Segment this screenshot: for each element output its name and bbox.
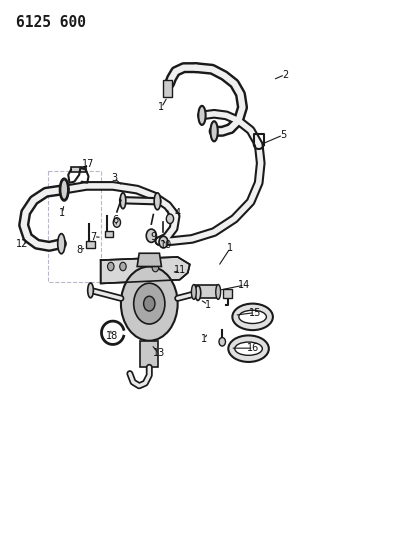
Ellipse shape (195, 286, 201, 301)
Text: 14: 14 (238, 280, 251, 290)
Ellipse shape (166, 214, 174, 223)
Text: 10: 10 (160, 240, 173, 251)
Ellipse shape (154, 193, 161, 210)
Circle shape (152, 263, 159, 272)
Ellipse shape (198, 106, 206, 125)
Text: 12: 12 (16, 239, 28, 249)
Circle shape (144, 296, 155, 311)
Bar (86, 241, 95, 248)
Text: 13: 13 (153, 349, 165, 359)
Circle shape (121, 266, 177, 341)
Text: 17: 17 (82, 159, 95, 168)
Text: 9: 9 (150, 232, 156, 243)
Text: 1: 1 (205, 300, 211, 310)
Text: 7: 7 (91, 232, 97, 242)
Polygon shape (140, 341, 158, 367)
Ellipse shape (228, 335, 269, 362)
Text: 2: 2 (282, 70, 288, 79)
Bar (224, 289, 232, 298)
Bar (163, 80, 173, 97)
Bar (105, 231, 113, 237)
Circle shape (134, 283, 165, 324)
Text: 6: 6 (113, 215, 119, 225)
Ellipse shape (120, 193, 126, 209)
Ellipse shape (60, 180, 68, 200)
Text: 1: 1 (158, 102, 164, 112)
Text: 8: 8 (76, 245, 82, 255)
Text: 4: 4 (175, 208, 181, 219)
Polygon shape (101, 257, 190, 284)
Ellipse shape (216, 285, 221, 300)
Text: 11: 11 (174, 265, 186, 275)
Ellipse shape (211, 121, 218, 141)
Text: 16: 16 (247, 343, 259, 353)
Circle shape (120, 262, 126, 271)
Text: 1: 1 (59, 208, 65, 219)
Polygon shape (194, 285, 218, 298)
Text: 1: 1 (227, 243, 233, 253)
Ellipse shape (235, 342, 262, 356)
Text: 1: 1 (201, 334, 207, 344)
Text: 5: 5 (280, 130, 286, 140)
Ellipse shape (219, 337, 226, 346)
Circle shape (108, 262, 114, 271)
Ellipse shape (159, 236, 168, 248)
Ellipse shape (113, 217, 120, 227)
Polygon shape (137, 253, 162, 266)
Text: 6125 600: 6125 600 (16, 14, 86, 30)
Polygon shape (71, 167, 86, 172)
Ellipse shape (58, 233, 65, 254)
Text: 3: 3 (111, 173, 117, 183)
Ellipse shape (233, 304, 273, 330)
Ellipse shape (88, 283, 93, 298)
Ellipse shape (239, 310, 266, 324)
Text: 18: 18 (106, 331, 118, 341)
Ellipse shape (146, 229, 156, 243)
Ellipse shape (191, 285, 196, 300)
Ellipse shape (60, 179, 69, 201)
Text: 15: 15 (248, 308, 261, 318)
